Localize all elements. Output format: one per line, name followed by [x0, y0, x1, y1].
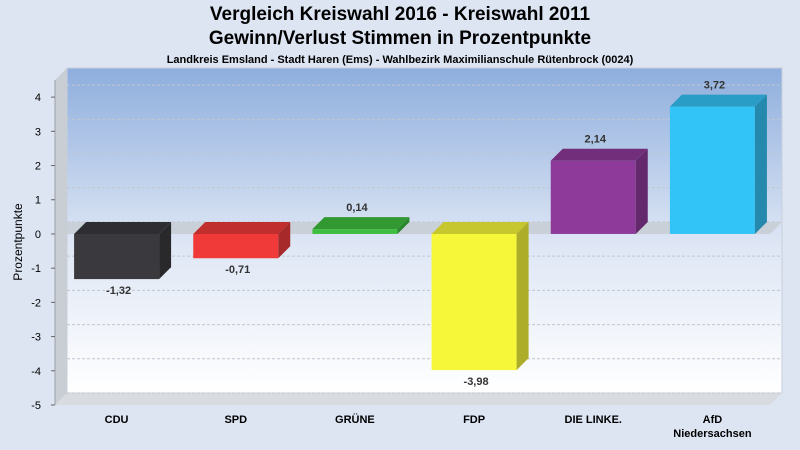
x-tick-label: FDP: [463, 414, 485, 426]
bar-side: [754, 94, 767, 234]
bar-top: [431, 221, 529, 234]
data-label: 2,14: [585, 134, 607, 146]
bar-side: [397, 217, 410, 234]
bar-front: [431, 233, 517, 371]
bar-top: [193, 221, 291, 234]
y-tick-label: -4: [31, 366, 41, 378]
y-tick-label: 2: [35, 161, 41, 173]
bar: [669, 94, 767, 234]
x-tick-label: AfD: [703, 414, 723, 426]
y-tick-label: -5: [31, 400, 41, 412]
x-tick-label: SPD: [224, 414, 247, 426]
x-tick-label: GRÜNE: [335, 413, 375, 426]
x-tick-label: CDU: [105, 414, 129, 426]
bar-side: [516, 221, 529, 371]
x-tick-label: Niedersachsen: [673, 428, 752, 440]
bar-front: [669, 106, 755, 234]
chart-title-line-2: Gewinn/Verlust Stimmen in Prozentpunkte: [208, 28, 592, 49]
x-tick-label: DIE LINKE.: [565, 414, 622, 426]
data-label: -1,32: [106, 285, 131, 297]
bar: [431, 221, 529, 371]
bar: [312, 217, 410, 234]
bar-top: [312, 217, 410, 230]
bar: [550, 148, 648, 234]
data-label: -0,71: [225, 264, 250, 276]
bar-front: [550, 160, 636, 234]
bar-front: [74, 233, 160, 280]
bar-front: [193, 233, 279, 259]
bar: [193, 221, 291, 259]
chart-subtitle: Landkreis Emsland - Stadt Haren (Ems) - …: [166, 54, 634, 66]
y-tick-label: 4: [35, 92, 41, 104]
bar-side: [159, 221, 172, 280]
plot-left-wall: [55, 68, 67, 405]
data-label: -3,98: [464, 376, 489, 388]
bar-side: [635, 148, 648, 234]
y-tick-label: -1: [31, 263, 41, 275]
bar-top: [550, 148, 648, 161]
bar-top: [74, 221, 172, 234]
plot-floor: [55, 393, 782, 405]
y-tick-label: -2: [31, 297, 41, 309]
bar-side: [278, 221, 291, 259]
y-tick-label: -3: [31, 332, 41, 344]
data-label: 0,14: [346, 202, 368, 214]
bar-front: [312, 229, 398, 234]
bar-top: [669, 94, 767, 107]
y-axis-label: Prozentpunkte: [11, 203, 25, 281]
y-tick-label: 3: [35, 126, 41, 138]
chart-title: Vergleich Kreiswahl 2016 - Kreiswahl 201…: [209, 4, 591, 25]
data-label: 3,72: [704, 80, 725, 92]
bar: [74, 221, 172, 280]
y-tick-label: 1: [35, 195, 41, 207]
y-tick-label: 0: [35, 229, 41, 241]
